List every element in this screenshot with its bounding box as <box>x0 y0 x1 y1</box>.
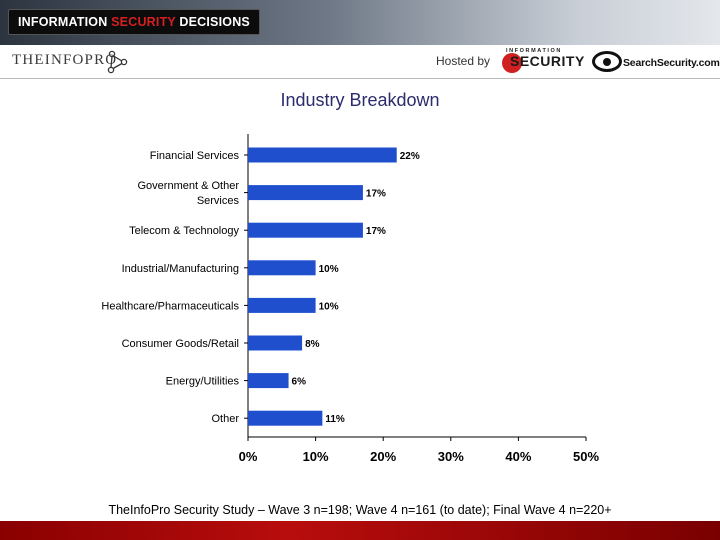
bar-energy-utilities <box>248 373 289 389</box>
category-label-industrial-manufacturing: Industrial/Manufacturing <box>122 263 239 275</box>
banner-text-decisions: DECISIONS <box>175 15 250 29</box>
sec-logo-circle <box>502 53 522 73</box>
value-label-healthcare-pharmaceuticals: 10% <box>319 301 339 312</box>
source-note: TheInfoPro Security Study – Wave 3 n=198… <box>108 503 612 517</box>
value-label-government-other-services: 17% <box>366 189 386 200</box>
category-label-government-other-services-line1: Government & Other <box>138 180 240 192</box>
chart-title: Industry Breakdown <box>280 90 440 110</box>
value-label-consumer-goods-retail: 8% <box>305 339 320 350</box>
value-label-telecom-technology: 17% <box>366 226 386 237</box>
bar-other <box>248 410 323 426</box>
sec-logo-top-text: INFORMATION <box>506 48 562 54</box>
theinfopro-logo: THEINFOPRO <box>12 52 118 68</box>
value-label-energy-utilities: 6% <box>292 377 307 388</box>
category-label-energy-utilities: Energy/Utilities <box>166 376 240 388</box>
category-label-consumer-goods-retail: Consumer Goods/Retail <box>122 338 239 350</box>
eye-icon <box>592 51 622 72</box>
x-tick-label-50: 50% <box>573 449 599 464</box>
bar-industrial-manufacturing <box>248 260 316 276</box>
searchsecurity-text: SearchSecurity.com <box>623 57 720 69</box>
header-banner: INFORMATION SECURITY DECISIONS <box>0 0 720 45</box>
category-label-financial-services: Financial Services <box>150 150 240 162</box>
x-tick-label-0: 0% <box>239 449 258 464</box>
value-label-financial-services: 22% <box>400 151 420 162</box>
bar-government-other-services <box>248 185 363 201</box>
x-tick-label-10: 10% <box>303 449 329 464</box>
banner-text-security: SECURITY <box>111 15 176 29</box>
footer-bar <box>0 521 720 540</box>
bar-financial-services <box>248 147 397 163</box>
information-security-logo: INFORMATION SECURITY <box>502 48 584 74</box>
x-tick-label-20: 20% <box>370 449 396 464</box>
network-icon <box>107 50 128 74</box>
value-label-other: 11% <box>325 414 345 425</box>
value-label-industrial-manufacturing: 10% <box>319 264 339 275</box>
eye-pupil <box>603 58 611 66</box>
bar-consumer-goods-retail <box>248 335 303 351</box>
x-tick-label-30: 30% <box>438 449 464 464</box>
banner-text-information: INFORMATION <box>18 15 112 29</box>
header-divider <box>0 78 720 79</box>
category-label-other: Other <box>211 413 239 425</box>
x-tick-label-40: 40% <box>505 449 531 464</box>
category-label-healthcare-pharmaceuticals: Healthcare/Pharmaceuticals <box>101 300 239 312</box>
bar-healthcare-pharmaceuticals <box>248 297 316 313</box>
hosted-by-label: Hosted by <box>436 54 491 68</box>
category-label-telecom-technology: Telecom & Technology <box>129 225 239 237</box>
searchsecurity-logo: SearchSecurity.com <box>592 50 720 74</box>
sec-logo-word: SECURITY <box>510 53 585 69</box>
banner-title: INFORMATION SECURITY DECISIONS <box>8 9 260 35</box>
category-label-government-other-services-line2: Services <box>197 195 240 207</box>
bar-telecom-technology <box>248 222 363 238</box>
